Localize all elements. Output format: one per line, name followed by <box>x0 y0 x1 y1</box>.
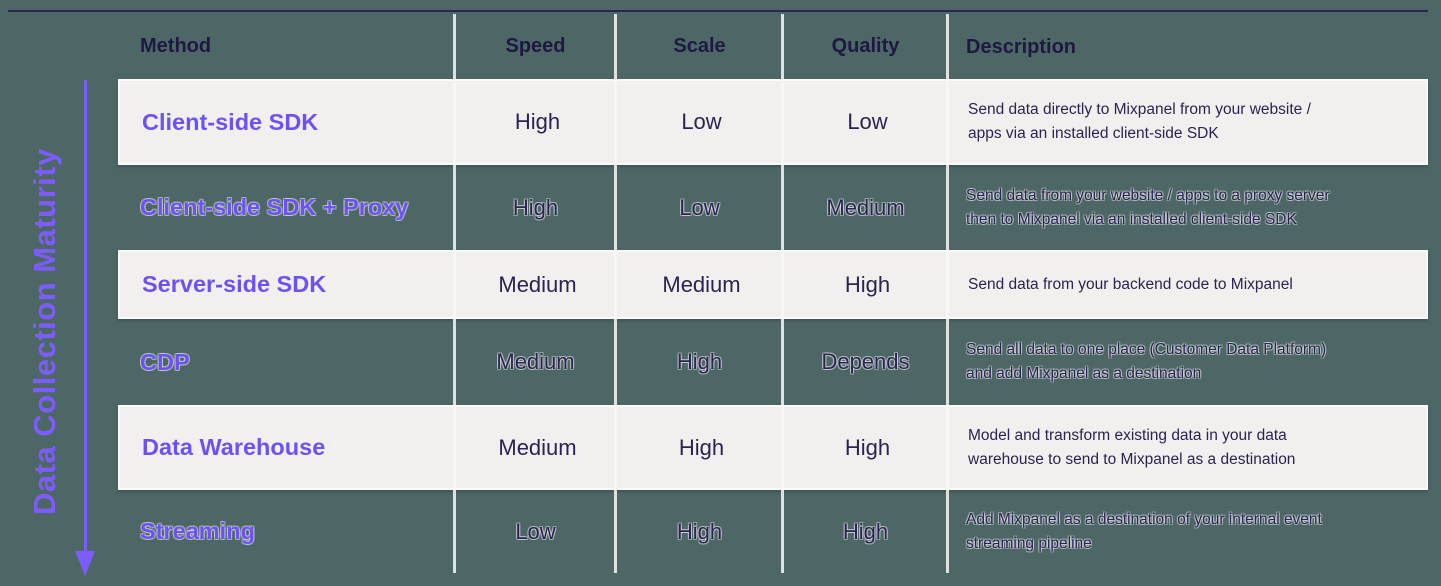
quality-cell: High <box>842 518 889 544</box>
method-cell: Client-side SDK + Proxy <box>140 194 409 220</box>
speed-cell: High <box>512 194 559 220</box>
method-cell: Server-side SDK <box>142 271 327 297</box>
speed-cell: Medium <box>498 434 577 460</box>
header-speed: Speed <box>505 35 566 57</box>
table-row-server-side-sdk: Server-side SDK Medium Medium High Send … <box>118 250 1428 319</box>
method-cell: CDP <box>140 348 190 375</box>
header-description: Description <box>966 35 1077 58</box>
method-cell: Streaming <box>140 518 255 544</box>
speed-cell: Medium <box>498 271 577 297</box>
table-row-streaming: Streaming Low High High Add Mixpanel as … <box>118 490 1428 573</box>
table-row-data-warehouse: Data Warehouse Medium High High Model an… <box>118 405 1428 490</box>
description-cell: Send data from your backend code to Mixp… <box>968 275 1293 293</box>
table-row-cdp: CDP Medium High Depends Send all data to… <box>118 319 1428 405</box>
speed-cell: High <box>514 109 561 134</box>
maturity-arrow-line <box>84 80 87 552</box>
quality-cell: High <box>844 271 891 297</box>
methods-table: Method Speed Scale Quality Description C… <box>118 14 1428 573</box>
speed-cell: Low <box>515 518 556 544</box>
maturity-axis-label: Data Collection Maturity <box>27 148 62 516</box>
description-cell: Add Mixpanel as a destination of your in… <box>966 510 1322 552</box>
table-row-client-side-sdk: Client-side SDK High Low Low Send data d… <box>118 79 1428 165</box>
arrow-down-icon <box>75 551 95 576</box>
scale-cell: Medium <box>662 271 741 297</box>
quality-cell: High <box>844 434 891 460</box>
table-row-client-side-sdk-proxy: Client-side SDK + Proxy High Low Medium … <box>118 165 1428 250</box>
header-quality: Quality <box>831 35 900 57</box>
scale-cell: High <box>678 434 725 460</box>
quality-cell: Medium <box>826 194 905 220</box>
description-cell: Model and transform existing data in you… <box>968 426 1296 468</box>
method-cell: Data Warehouse <box>142 434 326 460</box>
scale-cell: Low <box>679 194 720 220</box>
scale-cell: High <box>676 349 723 374</box>
quality-cell: Depends <box>821 349 910 374</box>
method-cell: Client-side SDK <box>142 108 319 135</box>
description-cell: Send all data to one place (Customer Dat… <box>966 341 1327 382</box>
header-scale: Scale <box>673 35 726 57</box>
scale-cell: Low <box>681 109 722 134</box>
header-method: Method <box>140 35 212 57</box>
table-header-row: Method Speed Scale Quality Description <box>118 14 1428 79</box>
description-cell: Send data directly to Mixpanel from your… <box>968 101 1311 142</box>
description-cell: Send data from your website / apps to a … <box>966 186 1330 228</box>
top-border-line <box>8 10 1428 12</box>
quality-cell: Low <box>847 109 888 134</box>
scale-cell: High <box>676 518 723 544</box>
speed-cell: Medium <box>496 349 575 374</box>
